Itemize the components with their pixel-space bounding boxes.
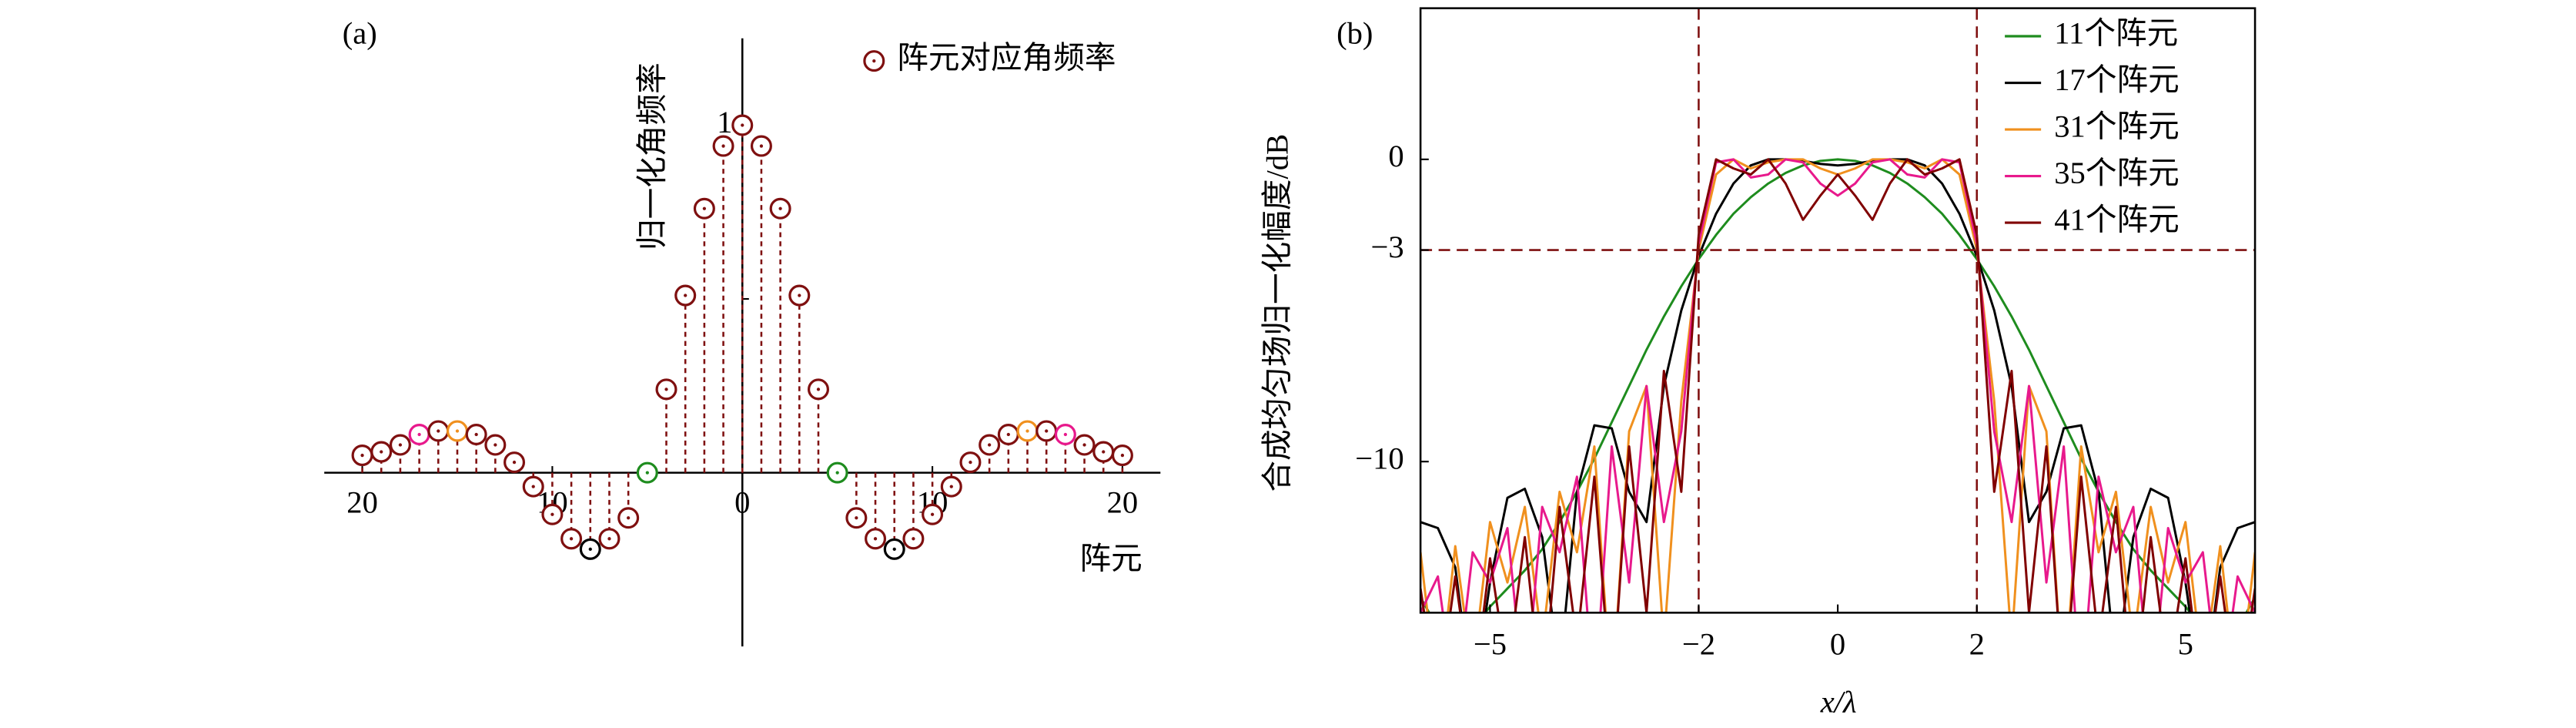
marker-dot [474,432,478,437]
marker-dot [627,516,631,520]
marker-dot [702,206,707,210]
marker-dot [455,429,460,433]
marker-dot [398,443,403,447]
marker-dot [1025,429,1029,433]
marker-dot [569,537,574,541]
y-axis-label: 归一化角频率 [634,62,669,250]
x-tick-label: 20 [1107,485,1139,520]
marker-dot [930,512,935,516]
marker-dot [912,537,915,541]
legend-label: 17个阵元 [2054,62,2179,97]
legend-label: 35个阵元 [2054,156,2179,190]
x-tick-label: −5 [1474,627,1507,662]
plot-area [1420,158,2256,613]
marker-dot [493,443,497,447]
marker-dot [360,453,364,458]
line-series [1420,158,2256,613]
marker-dot [380,450,383,454]
y-axis-label: 合成均匀场归一化幅度/dB [1260,134,1295,492]
x-tick-label: 2 [1969,627,1985,662]
line-series [1420,158,2256,613]
y-tick-label: 0 [1388,139,1403,173]
marker-dot [892,547,896,551]
x-tick-label: −2 [1682,627,1715,662]
marker-dot [1063,432,1068,437]
x-axis-label: 阵元 [1080,541,1142,575]
marker-dot [721,144,725,148]
marker-dot [778,206,782,210]
marker-dot [512,460,517,465]
marker-dot [855,516,858,520]
marker-dot [437,429,440,433]
legend-label: 41个阵元 [2054,202,2179,237]
marker-dot [1120,453,1125,458]
line-series [1420,158,2256,613]
marker-dot [988,443,992,447]
legend-label: 31个阵元 [2054,109,2179,143]
marker-dot [949,485,953,488]
y-tick-label: −10 [1355,441,1404,476]
legend-label: 11个阵元 [2054,15,2178,50]
legend-label: 阵元对应角频率 [897,40,1116,75]
marker-dot [741,123,744,127]
line-series [1420,158,2256,613]
panel-label: (a) [343,15,377,50]
marker-dot [645,471,649,475]
marker-dot [550,512,554,516]
legend-marker-dot [872,59,876,63]
y-tick-label: −3 [1371,230,1404,264]
marker-dot [1006,432,1010,437]
x-tick-label: 0 [1830,627,1845,662]
line-series [1420,158,2256,613]
marker-dot [798,294,801,297]
marker-dot [759,144,764,148]
marker-dot [873,537,878,541]
y-tick-label: 1 [717,105,732,139]
marker-dot [417,432,421,437]
plot-frame [1419,7,2257,614]
marker-dot [531,485,535,488]
panel-label: (b) [1337,15,1373,50]
marker-dot [816,387,821,391]
marker-dot [1102,450,1106,454]
marker-dot [664,387,668,391]
x-tick-label: 5 [2178,627,2193,662]
x-tick-label: 0 [734,485,750,520]
marker-dot [969,460,972,465]
marker-dot [835,471,839,475]
x-tick-label: 20 [346,485,378,520]
marker-dot [684,294,687,297]
marker-dot [588,547,592,551]
x-axis-label: x/λ [1820,684,1857,719]
marker-dot [607,537,611,541]
marker-dot [1082,443,1086,447]
marker-dot [1045,429,1049,433]
